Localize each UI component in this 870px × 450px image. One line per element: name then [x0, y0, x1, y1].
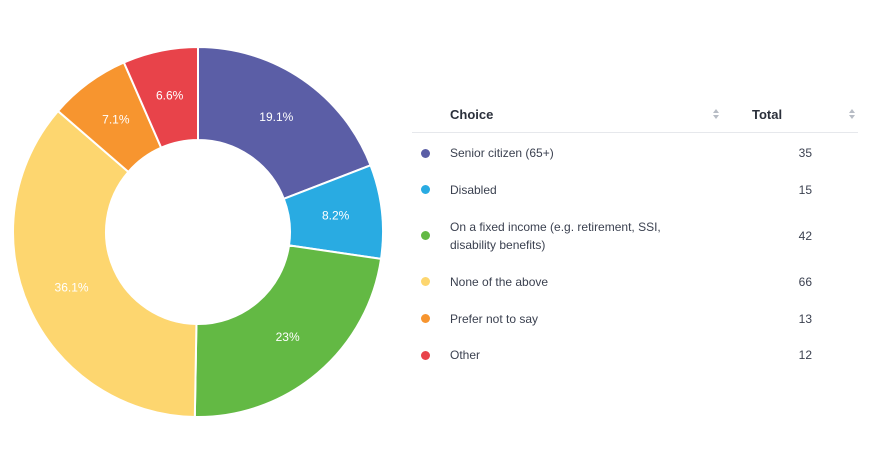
total-column-header[interactable]: Total	[722, 107, 858, 122]
sort-icon[interactable]	[846, 107, 858, 121]
table-header: Choice Total	[412, 96, 858, 133]
table-row: Senior citizen (65+) 35	[412, 135, 858, 171]
donut-slice[interactable]	[122, 45, 199, 150]
donut-slice[interactable]	[193, 244, 383, 418]
donut-chart: 19.1% 8.2% 23% 36.1% 7.1% 6.6%	[12, 45, 384, 418]
donut-slice[interactable]	[12, 109, 198, 418]
slice-label: 36.1%	[55, 281, 89, 295]
table-row: On a fixed income (e.g. retirement, SSI,…	[412, 208, 858, 263]
legend-dot	[421, 148, 430, 158]
sort-icon[interactable]	[710, 107, 722, 121]
row-total: 42	[798, 228, 812, 243]
slice-label: 23%	[276, 330, 300, 344]
row-total: 35	[798, 146, 812, 160]
row-label: On a fixed income (e.g. retirement, SSI,…	[450, 219, 661, 252]
total-header-label: Total	[752, 106, 783, 122]
legend-dot	[421, 314, 430, 323]
slice-label: 19.1%	[259, 110, 293, 124]
table-row: Prefer not to say 13	[412, 300, 858, 337]
row-total: 12	[798, 348, 812, 362]
legend-dot	[421, 277, 430, 286]
table-body: Senior citizen (65+) 35 Disabled 15 On a…	[412, 135, 858, 373]
legend-table: Choice Total Senior citizen (65+) 35 Dis…	[412, 96, 858, 373]
legend-dot	[421, 350, 430, 360]
row-total: 66	[798, 274, 812, 289]
legend-dot	[421, 231, 430, 240]
donut-slice[interactable]	[197, 45, 372, 201]
table-row: None of the above 66	[412, 263, 858, 300]
legend-dot	[421, 185, 430, 194]
slice-label: 7.1%	[102, 113, 130, 127]
slice-label: 6.6%	[156, 89, 184, 103]
row-label: Disabled	[450, 182, 497, 197]
table-row: Disabled 15	[412, 171, 858, 208]
row-label: Prefer not to say	[450, 311, 539, 326]
row-total: 15	[798, 182, 812, 197]
row-label: Senior citizen (65+)	[450, 146, 554, 160]
row-total: 13	[798, 311, 812, 326]
table-row: Other 12	[412, 337, 858, 373]
choice-header-label: Choice	[450, 106, 494, 122]
choice-column-header[interactable]: Choice	[412, 107, 722, 122]
row-label: None of the above	[450, 274, 549, 289]
row-label: Other	[450, 348, 481, 362]
slice-label: 8.2%	[322, 209, 350, 223]
